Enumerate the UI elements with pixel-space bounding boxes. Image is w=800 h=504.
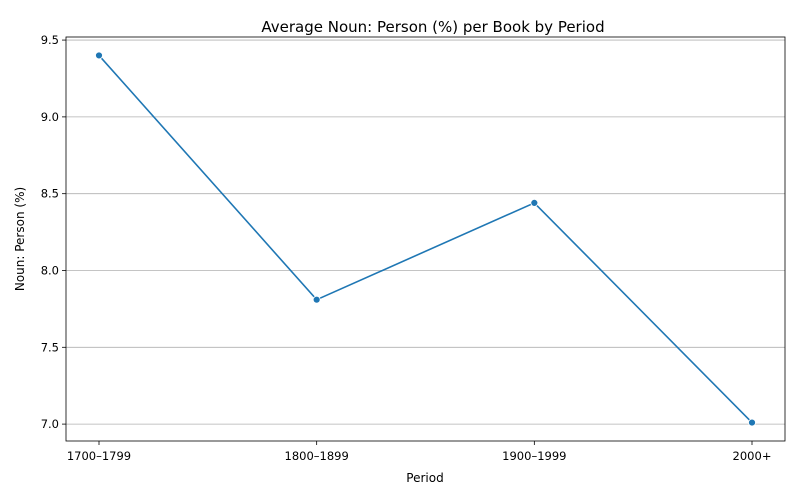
data-point	[312, 295, 321, 304]
y-tick-label: 7.0	[41, 417, 59, 431]
y-axis-ticks: 7.0 7.5 8.0 8.5 9.0 9.5	[41, 33, 66, 431]
data-point	[748, 418, 756, 427]
data-point	[95, 51, 103, 60]
y-tick-label: 7.5	[41, 340, 59, 354]
grid-lines	[66, 39, 785, 425]
x-tick-label: 1700–1799	[67, 449, 131, 463]
x-tick-label: 1900–1999	[502, 449, 566, 463]
x-tick-label: 2000+	[733, 449, 772, 463]
y-tick-label: 9.5	[41, 33, 59, 47]
y-tick-label: 8.0	[41, 263, 59, 277]
y-tick-label: 9.0	[41, 110, 59, 124]
series-line-layer	[98, 54, 753, 424]
x-tick-label: 1800–1899	[285, 449, 349, 463]
y-tick-label: 8.5	[41, 187, 59, 201]
data-points-layer	[95, 51, 756, 427]
chart-title: Average Noun: Person (%) per Book by Per…	[261, 18, 604, 36]
x-axis-ticks: 1700–1799 1800–1899 1900–1999 2000+	[67, 441, 772, 463]
data-point	[530, 199, 539, 207]
plot-frame	[65, 36, 786, 442]
y-axis-label: Noun: Person (%)	[13, 187, 27, 291]
x-axis-label: Period	[406, 471, 443, 485]
series-line	[98, 54, 753, 424]
